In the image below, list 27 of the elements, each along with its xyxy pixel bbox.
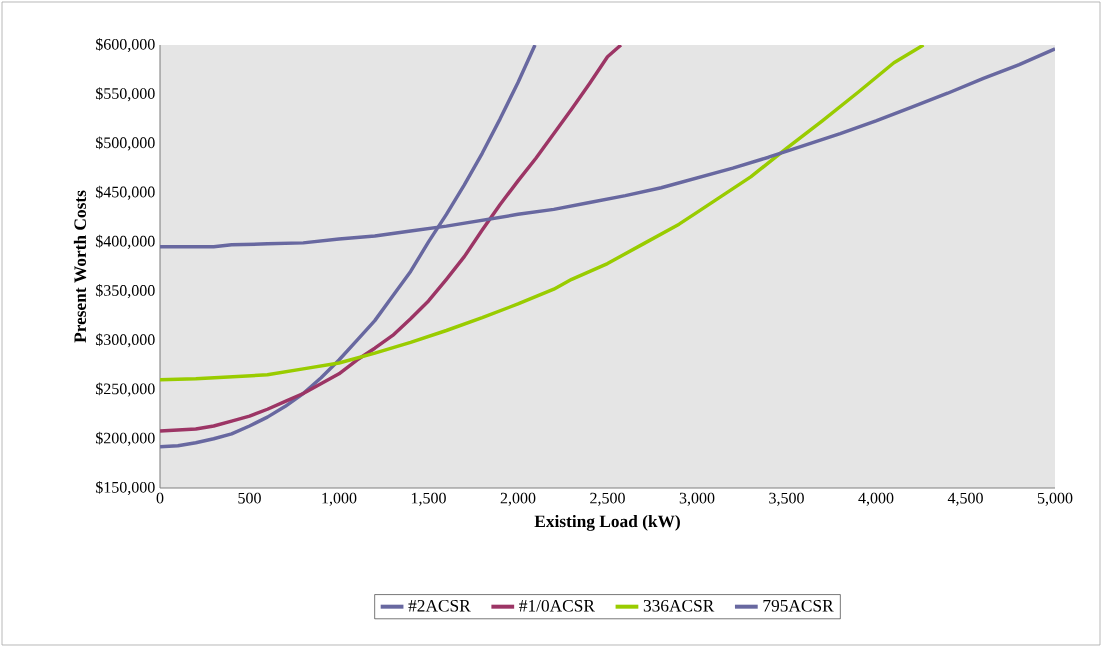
x-tick-label: 3,000	[679, 492, 715, 506]
legend-label: #2ACSR	[408, 599, 471, 612]
x-tick-label: 2,000	[500, 492, 536, 506]
y-tick-label: $600,000	[95, 37, 155, 53]
x-tick-label: 4,500	[947, 492, 983, 506]
legend-label: 336ACSR	[643, 599, 715, 612]
y-tick-label: $400,000	[95, 234, 155, 249]
y-tick-label: $250,000	[95, 382, 155, 397]
y-axis-title: Present Worth Costs	[73, 190, 87, 343]
legend-label: #1/0ACSR	[519, 599, 595, 612]
x-tick-label: 2,500	[590, 492, 625, 506]
x-tick-label: 3,500	[769, 492, 804, 506]
x-tick-label: 4,000	[858, 492, 894, 506]
x-tick-label: 500	[238, 492, 261, 504]
y-tick-label: $450,000	[95, 185, 155, 200]
y-tick-label: $500,000	[95, 136, 155, 151]
x-tick-label: 1,500	[411, 492, 446, 506]
x-tick-label: 5,000	[1037, 492, 1073, 506]
x-axis-title: Existing Load (kW)	[534, 514, 680, 531]
y-tick-label: $350,000	[95, 284, 155, 299]
y-tick-label: $200,000	[95, 431, 155, 446]
x-tick-label: 0	[156, 492, 164, 504]
y-tick-label: $300,000	[95, 333, 155, 348]
x-tick-label: 1,000	[322, 492, 357, 506]
legend-label: 795ACSR	[763, 599, 834, 612]
y-tick-label: $150,000	[95, 480, 155, 496]
y-tick-label: $550,000	[95, 87, 155, 102]
